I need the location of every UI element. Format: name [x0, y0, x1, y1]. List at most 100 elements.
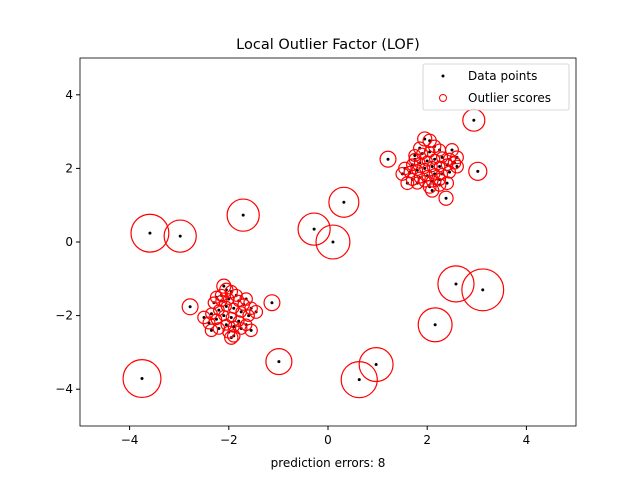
- data-point: [413, 154, 417, 158]
- outlier-score-circle: [461, 268, 505, 312]
- data-point: [342, 200, 346, 204]
- outlier-score-circle: [297, 212, 331, 246]
- y-tick-label: 0: [65, 235, 73, 249]
- x-tick-label: −4: [121, 433, 139, 447]
- data-point: [232, 306, 236, 310]
- outlier-score-circle: [422, 179, 437, 194]
- data-point: [227, 297, 231, 301]
- legend: Data points Outlier scores: [422, 63, 570, 111]
- data-point: [481, 288, 485, 292]
- outlier-score-circle: [207, 296, 221, 310]
- data-point: [476, 169, 480, 173]
- outlier-score-circle: [234, 322, 248, 335]
- outlier-score-circle: [442, 152, 457, 166]
- outlier-score-circle: [204, 323, 219, 338]
- outlier-score-circle: [379, 150, 397, 168]
- outlier-score-circle: [408, 152, 422, 166]
- data-point: [222, 284, 226, 288]
- y-tick-label: 4: [65, 88, 73, 102]
- data-point: [444, 196, 448, 200]
- data-point: [450, 148, 454, 152]
- data-point: [148, 231, 152, 235]
- outlier-score-circle: [442, 165, 457, 179]
- outlier-score-circle: [130, 213, 170, 253]
- data-point: [433, 323, 437, 327]
- outlier-score-circle: [445, 143, 459, 157]
- outlier-score-circle: [418, 174, 432, 188]
- data-point: [247, 314, 251, 318]
- data-point: [224, 304, 228, 308]
- data-point: [217, 308, 221, 312]
- data-point: [270, 301, 274, 305]
- outlier-score-circle: [419, 162, 431, 175]
- outlier-score-circle: [216, 278, 232, 294]
- data-point: [178, 234, 182, 238]
- data-point: [454, 282, 458, 286]
- data-point: [249, 328, 253, 332]
- outlier-score-circle: [315, 224, 351, 260]
- outlier-score-circle: [163, 219, 197, 253]
- outlier-score-circle: [432, 178, 447, 192]
- data-point: [237, 319, 241, 323]
- data-point: [224, 323, 228, 327]
- outlier-score-circle: [249, 304, 264, 319]
- data-point: [448, 170, 452, 174]
- outlier-score-circle: [239, 292, 253, 306]
- data-point: [217, 326, 221, 330]
- outlier-score-circle: [181, 298, 199, 316]
- data-point: [415, 168, 419, 172]
- outlier-score-circle: [400, 176, 415, 191]
- data-point: [374, 363, 378, 367]
- chart-title: Local Outlier Factor (LOF): [236, 37, 420, 53]
- outlier-score-circle: [244, 323, 258, 338]
- plot-area: [122, 108, 505, 399]
- data-point: [357, 378, 361, 382]
- x-tick-label: 2: [423, 433, 431, 447]
- data-point: [312, 227, 316, 231]
- outlier-score-circle: [417, 307, 453, 343]
- legend-data-points-marker: [441, 74, 445, 78]
- data-point: [239, 310, 243, 314]
- data-point: [438, 165, 442, 169]
- outlier-score-circle: [210, 313, 223, 326]
- outlier-score-circle: [242, 309, 255, 322]
- outlier-score-circle: [202, 316, 216, 330]
- data-point: [425, 159, 429, 163]
- data-point: [277, 360, 281, 364]
- legend-data-points-label: Data points: [468, 69, 537, 83]
- x-tick-label: 4: [523, 433, 531, 447]
- legend-outlier-scores-marker: [439, 94, 447, 102]
- data-point: [140, 377, 144, 381]
- y-tick-label: −2: [55, 309, 73, 323]
- outlier-score-circle: [214, 288, 228, 302]
- legend-outlier-scores-label: Outlier scores: [468, 91, 551, 105]
- outlier-score-circle: [229, 288, 243, 302]
- y-tick-label: −4: [55, 382, 73, 396]
- outlier-score-circle: [468, 161, 488, 181]
- data-point: [433, 157, 437, 161]
- outlier-score-circle: [410, 176, 424, 190]
- data-point: [209, 328, 213, 332]
- outlier-score-circle: [265, 348, 293, 376]
- data-point: [188, 305, 192, 309]
- data-point: [455, 165, 459, 169]
- data-point: [423, 166, 427, 170]
- outlier-score-circle: [395, 166, 410, 181]
- x-axis-label: prediction errors: 8: [271, 456, 386, 470]
- outlier-score-circle: [122, 359, 162, 399]
- outlier-score-circle: [328, 186, 360, 218]
- data-point: [209, 312, 213, 316]
- outlier-score-circle: [433, 172, 447, 186]
- data-point: [331, 240, 335, 244]
- outlier-score-circle: [224, 330, 239, 345]
- data-point: [430, 188, 434, 192]
- outlier-score-circle: [438, 190, 454, 206]
- data-point: [445, 181, 449, 185]
- data-point: [229, 315, 233, 319]
- outlier-score-circle: [263, 294, 281, 312]
- data-point: [386, 157, 390, 161]
- outlier-score-circle: [226, 198, 260, 232]
- data-point: [214, 317, 218, 321]
- outlier-score-circle: [437, 265, 475, 303]
